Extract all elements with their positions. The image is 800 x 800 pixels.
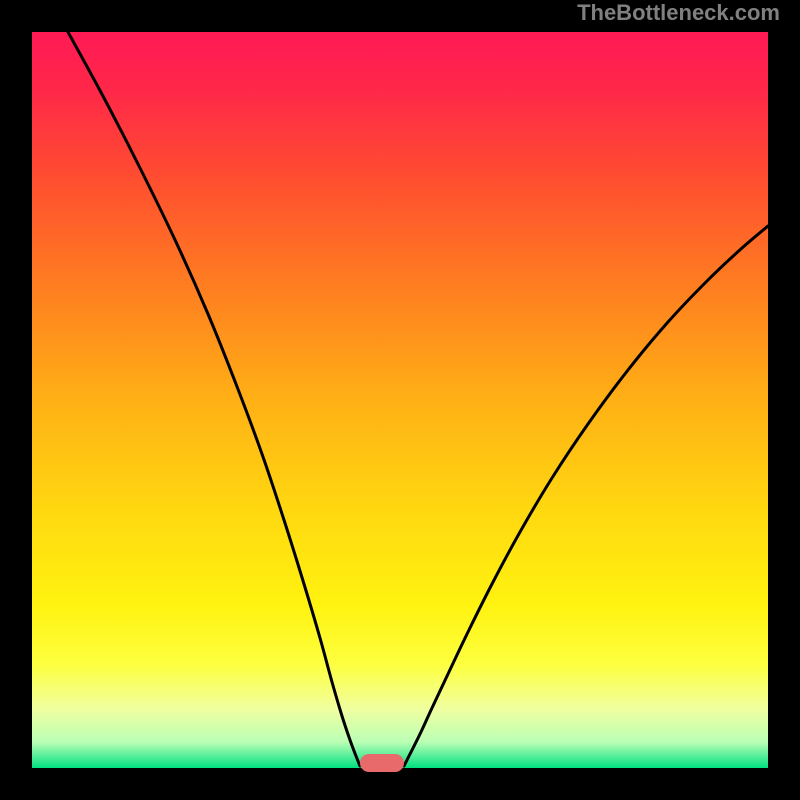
optimal-marker — [360, 754, 404, 772]
watermark-text: TheBottleneck.com — [577, 0, 780, 26]
gradient-background — [32, 32, 768, 768]
plot-area — [32, 32, 768, 768]
